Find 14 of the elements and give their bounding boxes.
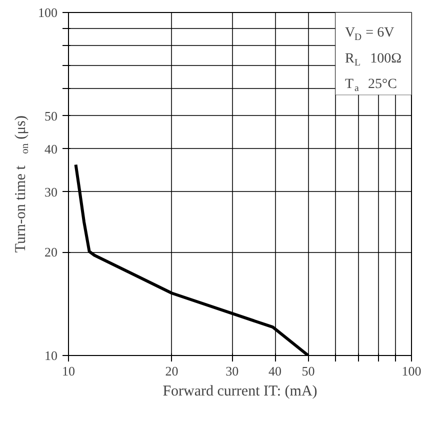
x-tick-label: 20 (165, 364, 178, 378)
x-tick-label: 30 (226, 364, 239, 378)
x-tick-label: 40 (268, 364, 282, 378)
y-tick-label: 50 (44, 108, 58, 124)
y-tick-label: 100 (38, 5, 58, 20)
y-axis-title: Turn-on time ton (μs) (12, 116, 31, 253)
x-axis-title: Forward current IT: (mA) (162, 384, 318, 400)
y-tick-label: 30 (44, 184, 58, 200)
y-tick-label: 40 (44, 141, 58, 156)
x-tick-label: 50 (302, 364, 315, 378)
x-tick-label: 100 (402, 364, 422, 378)
y-tick-label: 20 (44, 244, 58, 260)
y-tick-label: 10 (44, 348, 58, 363)
x-tick-label: 10 (62, 364, 75, 378)
